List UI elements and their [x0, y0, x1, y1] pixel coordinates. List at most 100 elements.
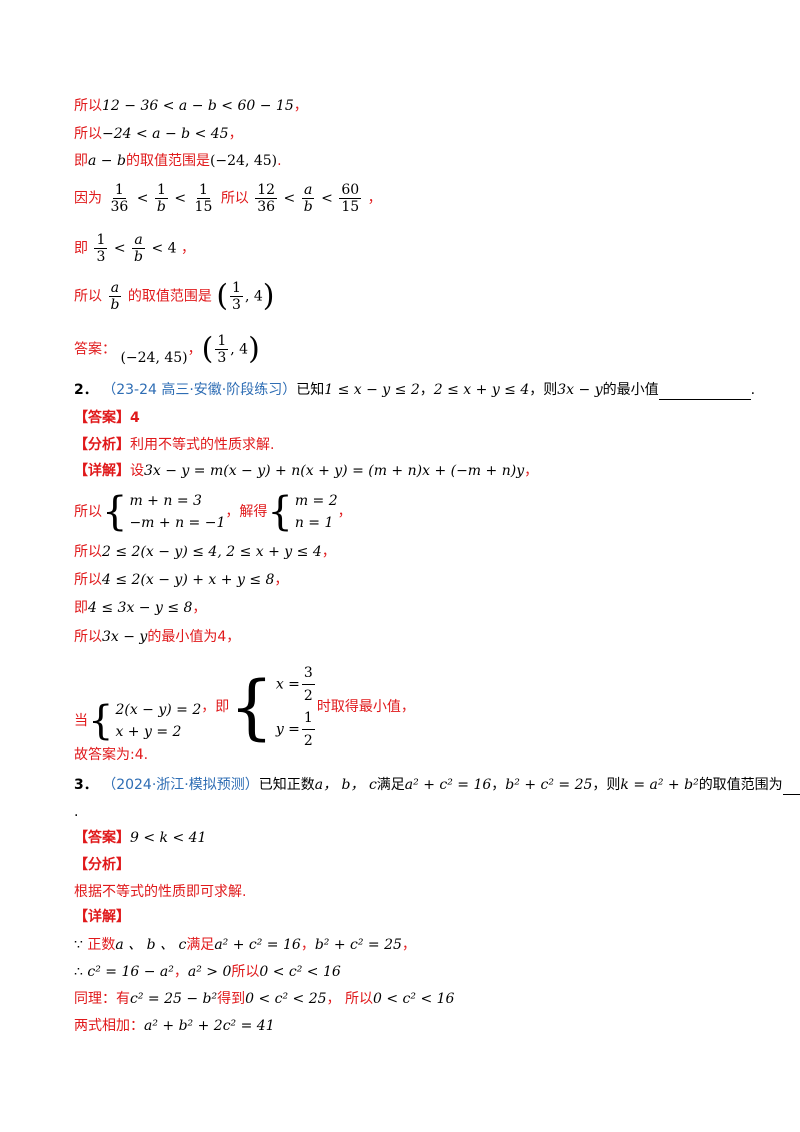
- text: 所以: [74, 504, 102, 520]
- punct: ，: [491, 777, 506, 793]
- math: 4 ≤ 2(x − y) + x + y ≤ 8: [102, 572, 275, 588]
- line-1: 所以12 − 36 < a − b < 60 − 15，: [74, 96, 308, 116]
- equation-system: {2(x − y) = 2 x + y = 2: [88, 699, 201, 743]
- q3-answer: 【答案】9 < k < 41: [74, 828, 206, 848]
- q3-detail: 【详解】: [74, 907, 130, 927]
- left-paren: (: [216, 278, 229, 314]
- math: 3x − y = m(x − y) + n(x + y) = (m + n)x …: [144, 463, 525, 479]
- math: a² + c² = 16: [404, 777, 492, 793]
- brace: {: [88, 698, 114, 744]
- punct: ，: [274, 572, 289, 588]
- analysis-tag: 【分析】: [74, 437, 130, 453]
- punct: ，: [367, 190, 382, 207]
- fraction: 1 15: [194, 182, 213, 215]
- question-source: （2024·浙江·模拟预测）: [102, 777, 259, 793]
- text: 故答案为:4.: [74, 747, 149, 763]
- punct: .: [277, 153, 282, 169]
- text: 即: [74, 240, 88, 257]
- line-14: 所以2 ≤ 2(x − y) ≤ 4, 2 ≤ x + y ≤ 4，: [74, 542, 336, 562]
- equation-system: {m = 2 n = 1: [267, 490, 337, 534]
- right-paren: ): [262, 278, 275, 314]
- math: (−24, 45): [120, 349, 188, 366]
- punct: ，: [187, 341, 202, 358]
- math: a − b: [88, 153, 126, 169]
- q3-analysis: 【分析】: [74, 855, 130, 875]
- line-28: 两式相加：a² + b² + 2c² = 41: [74, 1016, 275, 1036]
- math: b² + c² = 25: [505, 777, 593, 793]
- text: 所以: [74, 288, 102, 305]
- text: 同理：有: [74, 991, 130, 1007]
- detail-tag: 【详解】: [74, 909, 130, 925]
- line-26: ∴ c² = 16 − a²，a² > 0所以0 < c² < 16: [74, 962, 341, 982]
- line-27: 同理：有c² = 25 − b²得到0 < c² < 25， 所以0 < c² …: [74, 989, 454, 1009]
- text: 所以: [74, 572, 102, 588]
- math: 0 < c² < 16: [259, 964, 341, 980]
- q3-dot: .: [74, 802, 78, 822]
- text: 答案：: [74, 341, 116, 358]
- equation-row: m + n = 3: [129, 493, 202, 509]
- brace: {: [229, 666, 274, 748]
- answer-blank: [782, 794, 800, 795]
- equation-row: n = 1: [294, 515, 334, 531]
- math: 12 − 36 < a − b < 60 − 15: [102, 98, 294, 114]
- question-number: 2．: [74, 382, 98, 398]
- value: 4: [217, 629, 227, 645]
- text: 设: [130, 463, 144, 479]
- answer-tag: 【答案】: [74, 410, 130, 426]
- math: c² = 25 − b²: [130, 991, 218, 1007]
- text: 即: [74, 153, 88, 169]
- punct: .: [750, 382, 756, 398]
- text: 满足: [186, 937, 215, 953]
- line-25: ∵ 正数a 、 b 、 c满足a² + c² = 16，b² + c² = 25…: [74, 935, 416, 955]
- text: 因为: [74, 190, 102, 207]
- text: 的最小值为: [147, 629, 218, 645]
- math: 0 < c² < 25: [245, 991, 327, 1007]
- fraction: 1 36: [110, 182, 129, 215]
- text: ， 所以: [326, 991, 373, 1007]
- line-15: 所以4 ≤ 2(x − y) + x + y ≤ 8，: [74, 570, 288, 590]
- math: 4 ≤ 3x − y ≤ 8: [88, 600, 193, 616]
- math: 9 < k < 41: [130, 830, 207, 846]
- text: 即: [74, 600, 88, 616]
- less-than: <: [283, 190, 296, 207]
- math: y =: [275, 721, 300, 738]
- text: 的最小值: [602, 382, 659, 398]
- math: 0 < c² < 16: [373, 991, 455, 1007]
- answer-blank: [658, 399, 751, 400]
- analysis-text: 利用不等式的性质求解.: [130, 437, 275, 453]
- line-7: 答案： (−24, 45)，(1 3, 4): [74, 333, 260, 366]
- line-16: 即4 ≤ 3x − y ≤ 8，: [74, 598, 206, 618]
- text: 所以: [231, 964, 260, 980]
- text: 已知正数: [258, 777, 315, 793]
- less-than: <: [136, 190, 149, 207]
- fraction: 60 15: [339, 182, 362, 215]
- text: 所以: [220, 190, 249, 207]
- less-than: <: [174, 190, 187, 207]
- math: −24 < a − b < 45: [102, 126, 229, 142]
- punct: ，: [300, 937, 315, 953]
- math: a² > 0: [187, 964, 232, 980]
- analysis-text: 根据不等式的性质即可求解.: [74, 884, 247, 900]
- question-3: 3． （2024·浙江·模拟预测）已知正数a， b， c满足a² + c² = …: [74, 775, 800, 795]
- because-symbol: ∵: [74, 937, 88, 953]
- equation-row: 2(x − y) = 2: [115, 702, 202, 718]
- therefore-symbol: ∴: [74, 964, 88, 980]
- line-3: 即a − b的取值范围是(−24, 45).: [74, 151, 282, 171]
- q2-detail: 【详解】设3x − y = m(x − y) + n(x + y) = (m +…: [74, 461, 538, 481]
- text: 正数: [87, 937, 116, 953]
- q3-analysis-text: 根据不等式的性质即可求解.: [74, 882, 246, 902]
- punct: ，: [321, 544, 336, 560]
- line-19: 故答案为:4.: [74, 745, 148, 765]
- q2-analysis: 【分析】利用不等式的性质求解.: [74, 435, 274, 455]
- text: ，则: [529, 382, 558, 398]
- less-than: <: [113, 240, 126, 257]
- math: a 、 b 、 c: [115, 937, 187, 953]
- math: 3x − y: [102, 629, 148, 645]
- punct: ，: [401, 937, 416, 953]
